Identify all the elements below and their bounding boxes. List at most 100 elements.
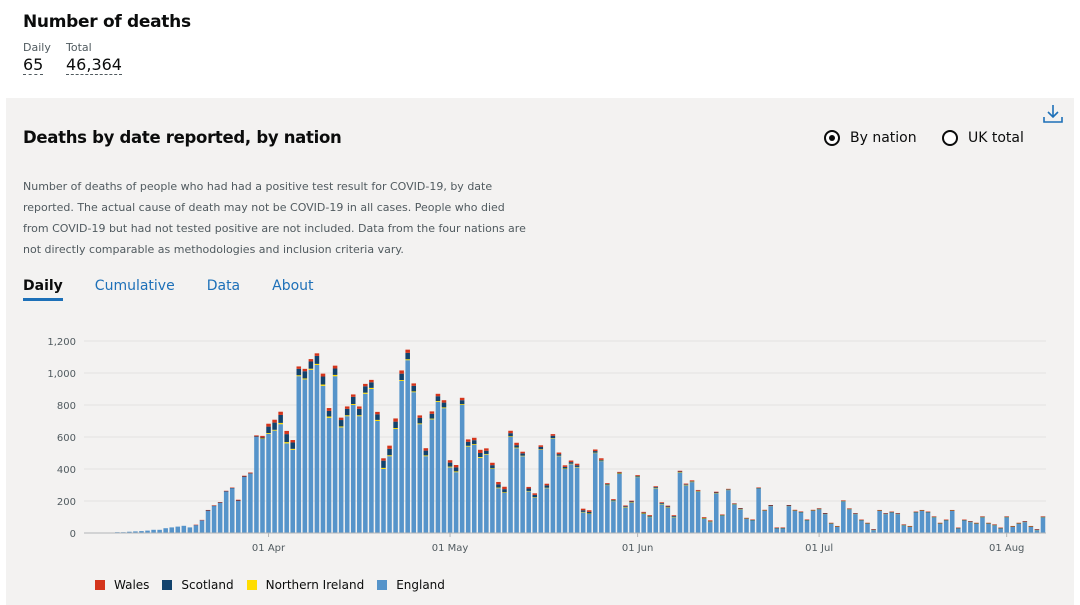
bar-scotland — [381, 460, 386, 468]
bar-scotland — [326, 410, 332, 417]
bar-wales — [550, 434, 556, 436]
bar-northern-ireland — [447, 466, 453, 468]
bar-scotland — [344, 408, 350, 416]
bar-northern-ireland — [538, 449, 544, 450]
bar-england — [496, 488, 501, 533]
legend-label: Wales — [114, 578, 150, 592]
bar-wales — [350, 394, 356, 397]
daily-value[interactable]: 65 — [23, 55, 44, 75]
bar-wales — [925, 511, 931, 513]
bar-england — [877, 510, 882, 533]
bar-wales — [762, 509, 767, 511]
bar-scotland — [502, 489, 507, 493]
chart-card: Deaths by date reported, by nation By na… — [6, 98, 1074, 605]
bar-northern-ireland — [429, 418, 435, 420]
bar-wales — [363, 383, 368, 387]
bar-england — [387, 456, 392, 533]
bar-england — [689, 481, 695, 533]
bar-scotland — [223, 491, 229, 492]
bar-northern-ireland — [278, 422, 283, 425]
tab-about[interactable]: About — [272, 278, 314, 294]
bar-england — [248, 473, 253, 533]
bar-wales — [780, 527, 786, 528]
bar-england — [217, 502, 223, 533]
bar-northern-ireland — [272, 429, 277, 431]
bar-wales — [943, 519, 949, 521]
bar-wales — [956, 527, 961, 529]
bar-wales — [205, 509, 211, 511]
bar-wales — [629, 500, 634, 502]
bar-northern-ireland — [726, 489, 731, 491]
bar-wales — [695, 489, 701, 491]
bar-wales — [514, 442, 519, 446]
bar-england — [193, 525, 199, 533]
bar-scotland — [998, 527, 1003, 529]
tab-daily[interactable]: Daily — [23, 278, 63, 301]
bar-scotland — [338, 420, 344, 427]
radio-by-nation[interactable]: By nation — [824, 130, 917, 146]
bar-northern-ireland — [568, 463, 574, 465]
bar-england — [841, 501, 846, 533]
bar-england — [605, 485, 610, 533]
legend-scotland[interactable]: Scotland — [162, 578, 234, 592]
bar-england — [949, 510, 955, 533]
x-tick-label: 01 Apr — [252, 543, 286, 554]
bar-england — [556, 456, 562, 533]
bar-wales — [302, 368, 308, 372]
bar-england — [762, 510, 767, 533]
bar-england — [290, 449, 296, 533]
download-icon[interactable] — [1042, 102, 1064, 124]
bar-england — [151, 529, 156, 533]
bar-scotland — [980, 516, 985, 518]
bar-scotland — [713, 492, 719, 494]
bar-england — [254, 437, 259, 533]
bar-northern-ireland — [592, 452, 598, 454]
legend-england[interactable]: England — [377, 578, 445, 592]
legend-wales[interactable]: Wales — [95, 578, 149, 592]
bar-scotland — [284, 434, 289, 443]
bar-england — [429, 419, 435, 533]
total-value[interactable]: 46,364 — [66, 55, 122, 75]
bar-northern-ireland — [586, 513, 592, 514]
bar-england — [943, 520, 949, 533]
bar-england — [1004, 517, 1009, 533]
bar-england — [780, 528, 786, 533]
bar-scotland — [387, 448, 392, 456]
bar-wales — [738, 508, 743, 509]
bar-england — [968, 521, 973, 533]
bar-england — [822, 513, 828, 533]
bar-northern-ireland — [520, 455, 525, 457]
tab-cumulative[interactable]: Cumulative — [94, 278, 175, 294]
radio-uk-total[interactable]: UK total — [942, 130, 1024, 146]
legend-northern-ireland[interactable]: Northern Ireland — [246, 578, 364, 592]
bar-scotland — [834, 526, 840, 527]
bar-england — [810, 510, 816, 533]
bar-scotland — [798, 511, 804, 513]
bar-wales — [992, 524, 997, 525]
bar-england — [363, 393, 368, 533]
chart-description: Number of deaths of people who had had a… — [23, 180, 526, 256]
bar-scotland — [296, 368, 302, 376]
bar-scotland — [405, 352, 410, 360]
bar-england — [175, 526, 181, 533]
bar-wales — [314, 353, 320, 356]
bar-england — [145, 530, 150, 533]
bar-northern-ireland — [659, 503, 665, 505]
bar-wales — [726, 488, 731, 490]
bar-northern-ireland — [671, 516, 677, 518]
tab-data[interactable]: Data — [206, 278, 241, 294]
bar-wales — [901, 524, 907, 525]
bar-england — [641, 513, 646, 533]
bar-wales — [913, 511, 919, 513]
bar-scotland — [266, 426, 271, 433]
bar-northern-ireland — [508, 436, 513, 437]
bar-scotland — [320, 376, 326, 385]
bar-england — [1022, 521, 1028, 533]
bar-england — [574, 467, 580, 533]
bar-northern-ireland — [411, 391, 417, 393]
bar-scotland — [659, 503, 665, 504]
bar-northern-ireland — [550, 438, 556, 439]
y-tick-label: 1,000 — [47, 369, 76, 380]
bar-northern-ireland — [399, 380, 404, 381]
bar-scotland — [695, 490, 701, 492]
